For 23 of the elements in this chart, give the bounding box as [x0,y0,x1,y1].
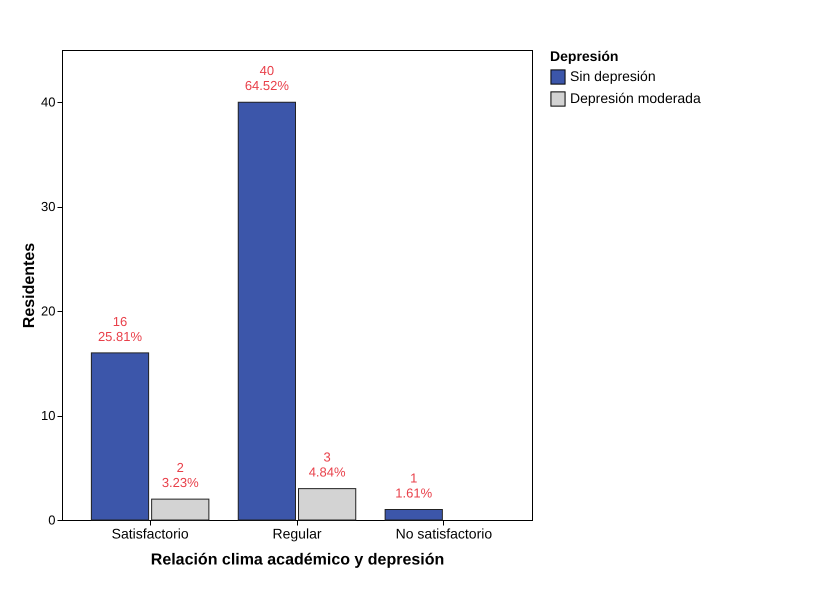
x-axis-title: Relación clima académico y depresión [150,552,444,568]
bar [384,509,443,520]
x-tick-label: Regular [272,526,322,542]
bar [298,488,356,520]
x-tick-label: No satisfactorio [396,526,492,542]
legend-label: Depresión moderada [570,90,701,106]
data-label: 3 4.84% [308,450,346,480]
y-tick-label: 40 [41,94,56,110]
bar [238,102,296,520]
y-tick-label: 10 [41,408,56,424]
bar [151,498,210,520]
y-tick-label: 30 [41,199,56,214]
y-axis-title: Residentes [21,242,38,328]
data-label: 1 1.61% [395,470,433,501]
data-label: 2 3.23% [162,460,200,490]
y-tick-label: 0 [48,512,56,528]
y-tick-label: 20 [41,304,56,319]
legend-label: Sin depresión [570,68,656,84]
data-label: 16 25.81% [98,314,142,344]
data-label: 40 64.52% [244,63,290,94]
legend-title: Depresión [550,48,618,64]
x-tick-label: Satisfactorio [112,526,189,542]
bar [90,352,150,520]
